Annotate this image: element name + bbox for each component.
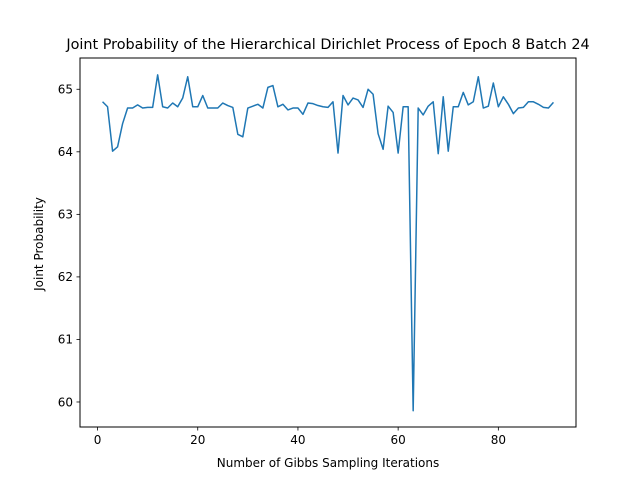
y-tick-label: 64 xyxy=(58,145,73,159)
x-axis-title: Number of Gibbs Sampling Iterations xyxy=(217,456,439,470)
chart-title: Joint Probability of the Hierarchical Di… xyxy=(65,37,589,53)
x-tick-label: 0 xyxy=(94,433,102,447)
y-tick-label: 65 xyxy=(58,83,73,97)
x-tick-label: 60 xyxy=(391,433,406,447)
series-line xyxy=(102,74,555,412)
plot-area: 0 20 40 60 80 60 61 62 63 64 65 xyxy=(58,57,577,447)
y-tick-label: 61 xyxy=(58,333,73,347)
y-tick-label: 62 xyxy=(58,270,73,284)
y-tick-label: 63 xyxy=(58,208,73,222)
x-tick-label: 80 xyxy=(491,433,506,447)
y-axis: 60 61 62 63 64 65 xyxy=(58,83,80,409)
y-tick-label: 60 xyxy=(58,395,73,409)
x-axis: 0 20 40 60 80 xyxy=(94,427,506,447)
axes-frame xyxy=(79,57,577,428)
y-axis-title: Joint Probability xyxy=(32,197,46,292)
x-tick-label: 20 xyxy=(190,433,205,447)
x-tick-label: 40 xyxy=(290,433,305,447)
